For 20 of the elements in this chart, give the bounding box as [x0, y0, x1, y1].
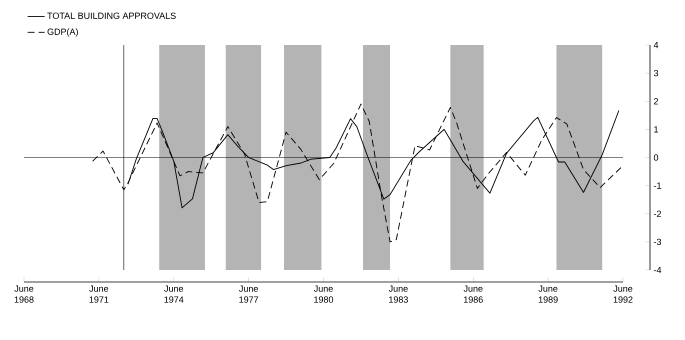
x-tick-label: June 1977 [239, 286, 258, 303]
y-tick-label: 3 [654, 70, 658, 76]
y-tick-label: 1 [654, 126, 658, 132]
x-tick-label: June 1992 [613, 286, 633, 303]
x-tick-label: June 1986 [464, 286, 483, 303]
y-tick-label: -2 [654, 210, 662, 217]
y-tick-label: -4 [654, 266, 662, 274]
legend-label: TOTAL BUILDING APPROVALS [47, 12, 176, 19]
y-tick-label: 2 [654, 98, 658, 104]
x-tick-label: June 1968 [14, 286, 34, 303]
y-tick-label: -1 [654, 182, 662, 189]
legend-label: GDP(A) [48, 28, 78, 37]
x-tick-label: June 1983 [388, 286, 408, 303]
x-tick-label: June 1974 [164, 286, 184, 303]
y-tick-label: 4 [654, 42, 658, 48]
y-tick-label: 0 [654, 154, 658, 161]
x-tick-label: June 1980 [314, 286, 334, 303]
x-tick-label: June 1989 [538, 286, 558, 303]
x-tick-label: June 1971 [89, 286, 108, 303]
y-tick-label: -3 [654, 238, 662, 246]
